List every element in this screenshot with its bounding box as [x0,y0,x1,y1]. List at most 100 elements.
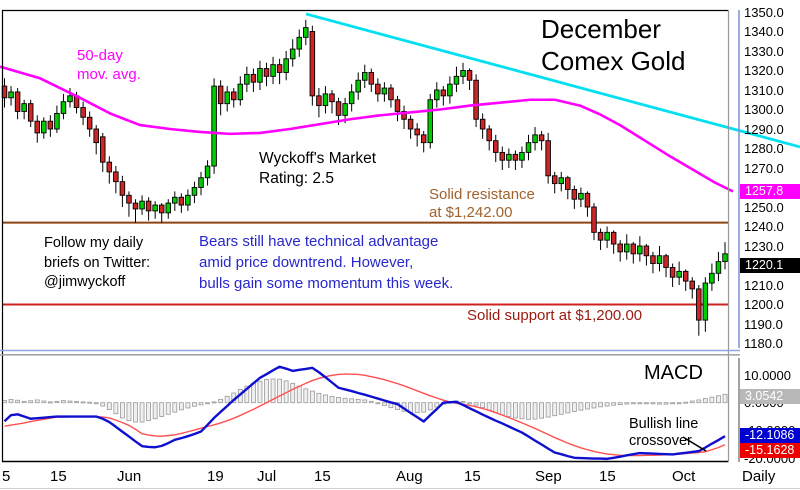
ma-label-line2: mov. avg. [77,66,141,83]
macd-histogram-bar [670,402,675,405]
macd-histogram-bar [139,402,145,423]
candle-body [185,194,191,206]
price-axis-label: 1230.0 [744,238,784,254]
rating-line1: Wyckoff's Market [259,150,377,167]
candle-body [309,31,316,97]
macd-histogram-bar [683,401,689,404]
macd-histogram-bar [558,402,564,415]
candle-body [106,161,113,173]
macd-signal-line [4,373,726,457]
candle-body [656,255,663,264]
date-axis-label: 15 [50,468,67,485]
candle-body [453,75,460,85]
macd-histogram-bar [689,400,695,404]
candle-body [473,79,479,120]
macd-histogram-bar [578,402,584,411]
price-axis-label: 1240.0 [744,219,784,234]
rating-annotation: Wyckoff's Market Rating: 2.5 [259,149,376,189]
price-axis-label: 1280.0 [744,141,784,156]
macd-histogram-bar [604,402,610,407]
macd-histogram-bar [290,382,296,404]
macd-histogram-bar [702,398,708,404]
date-axis-label: 15 [464,468,481,485]
candle-body [460,70,466,77]
macd-histogram-bar [87,401,93,404]
macd-histogram-bar [506,402,512,417]
macd-histogram-bar [480,402,486,409]
candle-body [682,270,689,282]
candle-body [211,85,217,167]
macd-histogram-bar [146,402,152,422]
macd-histogram-bar [532,402,538,420]
candle-body [158,204,165,214]
macd-histogram-bar [211,401,217,404]
candle-body [519,151,525,161]
macd-histogram-bar [336,397,341,404]
macd-histogram-bar [526,402,531,420]
candle-body [335,101,342,116]
commentary-line3: bulls gain some momentum this week. [199,275,454,292]
candle-body [466,70,473,81]
macd-histogram-bar [47,401,53,404]
macd-histogram-bar [722,393,728,404]
macd-histogram-bar [316,392,322,404]
macd-histogram-bar [349,398,355,404]
macd-histogram-bar [427,402,433,411]
macd-histogram-bar [545,402,551,418]
crossover-line1: Bullish line [629,416,699,432]
macd-histogram-bar [716,395,721,404]
price-axis-label: 1290.0 [744,121,784,137]
candle-body [8,91,14,99]
price-axis-label: 1210.0 [744,277,784,293]
candle-body [591,206,597,233]
macd-histogram-bar [493,402,499,414]
price-axis-label: 1340.0 [744,24,784,39]
crossover-arrow [682,436,707,452]
crossover-line2: crossover [629,433,692,449]
macd-histogram-bar [296,385,302,404]
macd-histogram-bar [172,402,178,413]
candle-body [348,91,355,105]
macd-histogram-bar [630,402,636,405]
macd-histogram-bar [270,378,276,404]
crossover-annotation: Bullish line crossover [629,416,698,450]
candle-body [257,68,263,83]
macd-histogram-bar [106,402,112,411]
candle-body [362,71,368,81]
candle-body [545,140,551,177]
candle-body [538,134,545,142]
ma-label-line1: 50-day [77,47,123,64]
macd-histogram-bar [598,402,603,408]
candle-body [407,118,414,130]
candle-body [86,116,93,130]
macd-histogram-bar [552,402,558,417]
candle-body [230,91,237,101]
price-axis-label: 1250.0 [744,199,784,215]
candle-body [93,128,99,144]
macd-histogram-bar [303,388,309,404]
candle-body [709,272,715,284]
candle-body [119,181,126,196]
candle-body [578,192,584,200]
macd-histogram-bar [460,401,466,404]
macd-histogram-value-label: 3.0542 [740,389,800,404]
price-axis-label: 1270.0 [744,160,784,176]
candle-body [617,243,623,253]
period-label: Daily [742,468,776,485]
price-axis-label: 1190.0 [744,316,783,332]
macd-histogram-bar [192,402,197,407]
date-axis-label: Oct [672,468,696,485]
candle-body [597,231,604,241]
candle-body [447,83,453,97]
macd-main-line [3,365,726,461]
macd-histogram-bar [368,400,374,404]
candle-body [67,95,73,103]
candle-body [532,134,538,144]
macd-histogram-bar [74,401,79,404]
candle-body [113,171,119,183]
candle-body [303,27,309,38]
macd-title: MACD [644,362,703,384]
candle-body [342,103,348,116]
